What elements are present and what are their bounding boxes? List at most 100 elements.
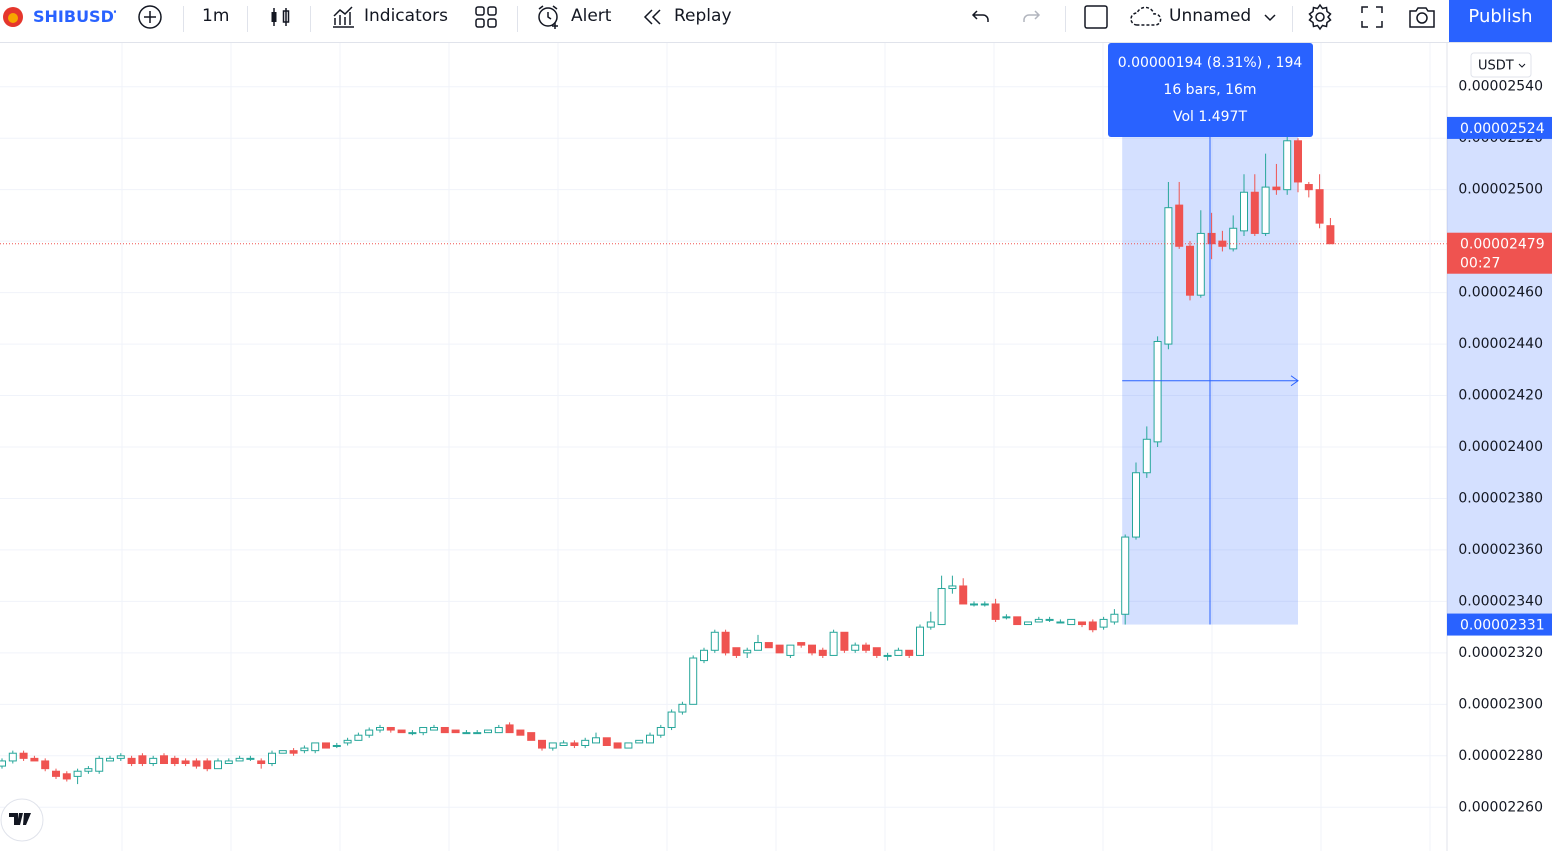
candle-body (818, 649, 827, 656)
candle-body (991, 603, 1000, 620)
candle-body (775, 644, 784, 654)
candle-body (1294, 140, 1302, 183)
snapshot-button[interactable] (1407, 3, 1437, 31)
candle-body (548, 742, 557, 749)
templates-button[interactable] (474, 5, 498, 29)
candle-body (106, 757, 114, 762)
candle-body (646, 734, 654, 744)
replay-icon[interactable] (640, 5, 664, 29)
measure-arrow (1290, 375, 1299, 387)
candle-body (829, 631, 838, 656)
settings-button[interactable] (1306, 3, 1334, 31)
candle-body (19, 752, 28, 759)
candle-body (1186, 245, 1194, 296)
chart-type-button[interactable] (268, 5, 292, 29)
candle-body (440, 726, 449, 734)
indicators-icon[interactable] (330, 4, 356, 30)
candle-body (883, 654, 892, 657)
replay-button[interactable]: Replay (674, 6, 732, 26)
candle-body (332, 744, 341, 747)
currency-chevron[interactable] (1518, 63, 1526, 68)
candle-body (872, 647, 881, 656)
candle-body (1250, 191, 1259, 234)
candle-body (138, 755, 147, 765)
candle-body (808, 644, 816, 654)
y-tick-label: 0.00002280 (1458, 748, 1543, 764)
cloud-icon[interactable] (1129, 5, 1165, 29)
candle-body (203, 760, 212, 770)
alert-button[interactable]: Alert (571, 6, 612, 26)
candle-body (656, 726, 665, 736)
candle-body (170, 757, 179, 765)
compare-button[interactable] (137, 4, 163, 30)
candle-body (1240, 191, 1248, 232)
redo-button[interactable] (1019, 5, 1043, 29)
candle-body (1099, 618, 1108, 628)
candle-body (1110, 613, 1119, 623)
candle-body (786, 644, 795, 656)
candle-body (1196, 232, 1205, 296)
measure-bars: 16 bars, 16m (1163, 82, 1256, 98)
last-price-label: 0.00002479 (1460, 237, 1545, 253)
layout-menu-chevron[interactable] (1262, 9, 1278, 25)
candle-body (1056, 621, 1065, 624)
candle-body (635, 739, 644, 744)
separator (1292, 6, 1293, 32)
candle-body (527, 732, 536, 741)
candle-body (743, 649, 752, 654)
candle-body (397, 729, 406, 734)
layout-name[interactable]: Unnamed (1169, 6, 1252, 26)
candle-body (235, 757, 244, 762)
y-tick-label: 0.00002500 (1458, 182, 1543, 198)
candle-body (592, 737, 600, 744)
y-tick-label: 0.00002540 (1458, 79, 1543, 95)
candle-body (559, 742, 568, 746)
candle-body (494, 726, 503, 734)
candle-body (613, 742, 622, 749)
currency-dropdown[interactable] (1470, 52, 1532, 78)
candle-body (73, 770, 82, 777)
price-marker (1447, 613, 1552, 636)
candle-body (926, 621, 935, 628)
fullscreen-button[interactable] (1359, 4, 1385, 30)
candle-body (224, 760, 233, 765)
candle-body (149, 757, 158, 765)
publish-button[interactable]: Publish (1449, 0, 1552, 42)
candle-body (214, 760, 222, 770)
candle-body (354, 734, 363, 741)
candle-body (1024, 621, 1032, 626)
interval[interactable]: 1m (202, 6, 230, 26)
candle-body (970, 603, 978, 606)
y-tick-label: 0.00002420 (1458, 388, 1543, 404)
candle-body (1067, 618, 1076, 626)
y-tick-label: 0.00002260 (1458, 799, 1543, 815)
alert-icon[interactable] (535, 3, 563, 31)
y-tick-label: 0.00002320 (1458, 645, 1543, 661)
candle-body (581, 739, 590, 746)
layout-button[interactable] (1083, 4, 1109, 30)
y-tick-label: 0.00002340 (1458, 593, 1543, 609)
candle-body (257, 760, 266, 765)
candle-body (667, 711, 676, 728)
currency-label[interactable]: USDT (1478, 59, 1514, 74)
price-marker (1447, 116, 1552, 139)
symbol[interactable]: SHIBUSDT (33, 7, 116, 26)
candle-body (484, 729, 492, 734)
candle-body (1304, 184, 1313, 191)
candle-body (268, 752, 276, 765)
candle-body (1261, 186, 1270, 234)
price-axis: 0.00002260 0.00002280 0.00002300 0.00002320… (1446, 43, 1552, 851)
candle-body (160, 755, 168, 765)
candle-body (116, 755, 125, 759)
grid (0, 43, 1447, 851)
indicators-button[interactable]: Indicators (364, 6, 448, 26)
candle-body (894, 649, 903, 656)
candle-body (689, 657, 698, 705)
symbol-icon (3, 7, 23, 27)
price-marker-label: 0.00002524 (1460, 121, 1545, 137)
price-axis-background (1447, 43, 1552, 851)
y-tick-label: 0.00002380 (1458, 490, 1543, 506)
undo-button[interactable] (969, 5, 993, 29)
candle-body (1142, 438, 1151, 474)
tradingview-logo (0, 798, 44, 842)
